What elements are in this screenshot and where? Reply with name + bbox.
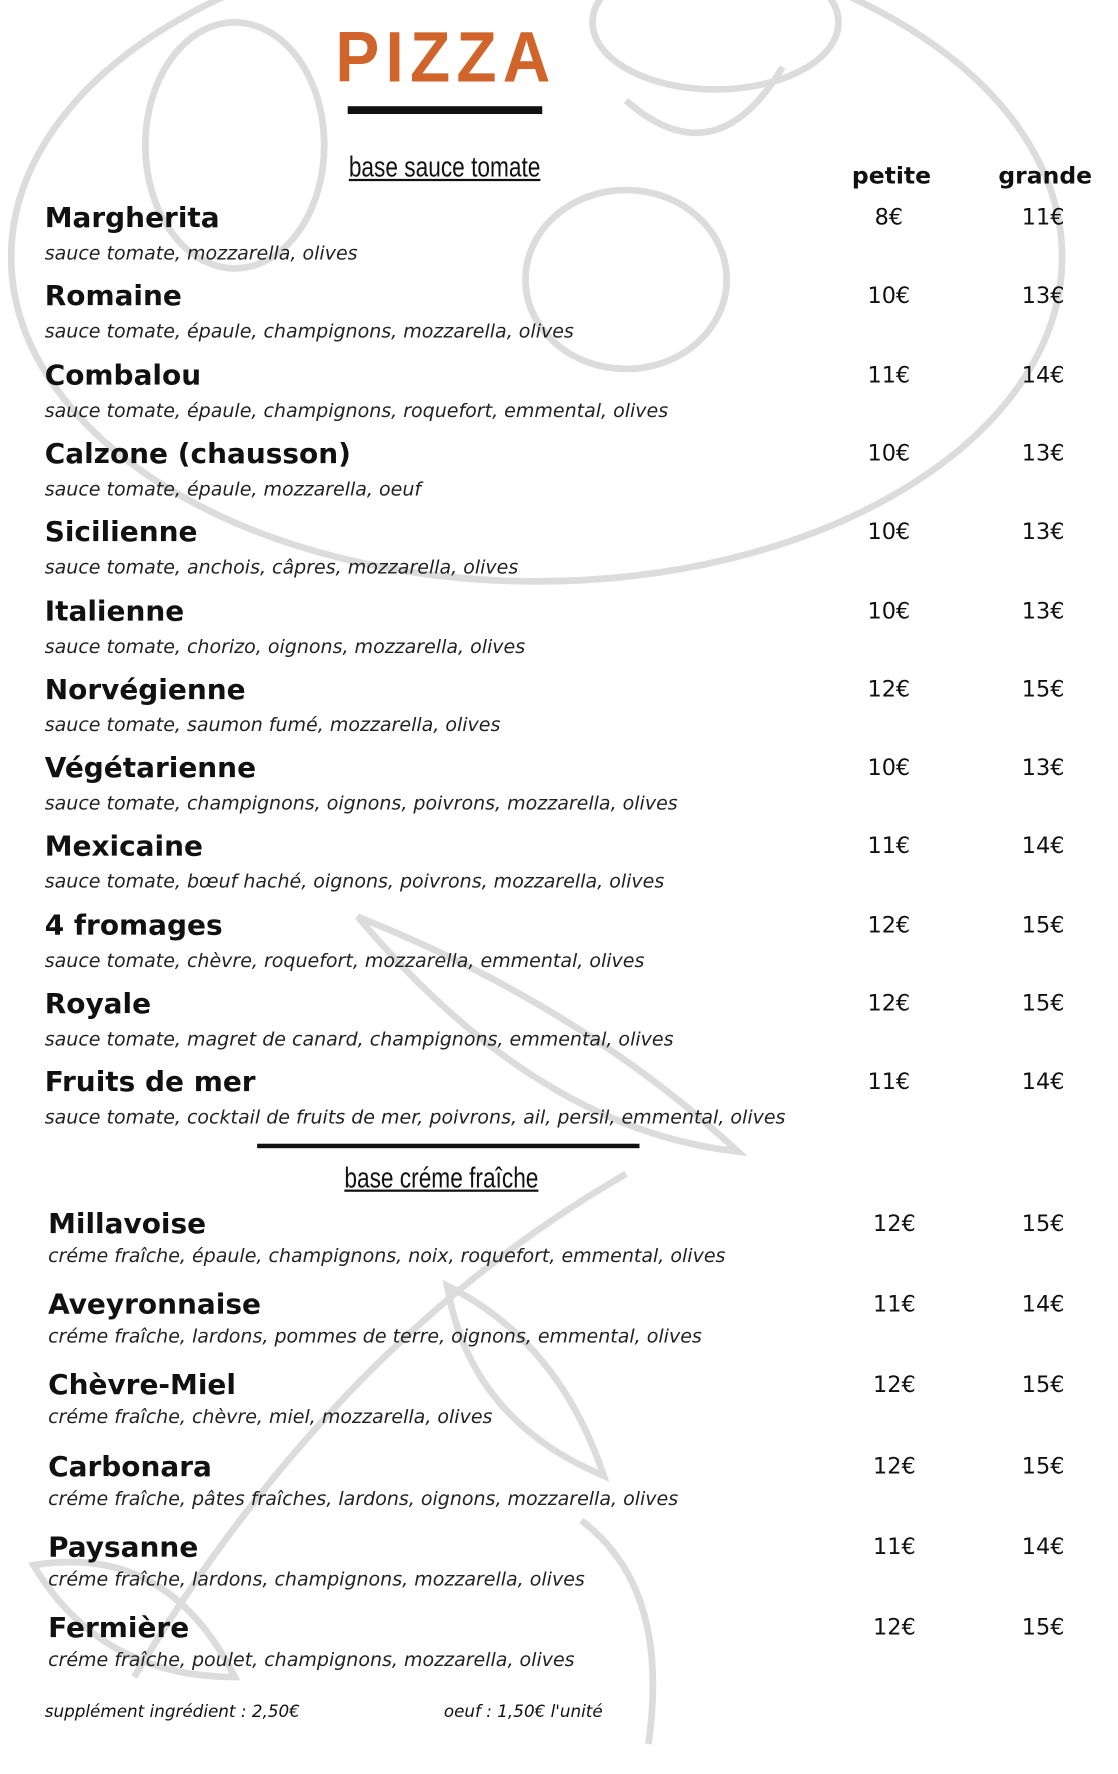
item-ingredients: sauce tomate, mozzarella, olives bbox=[44, 242, 358, 265]
item-name: Royale bbox=[44, 987, 152, 1020]
item-name: Chèvre-Miel bbox=[48, 1368, 236, 1402]
price-large: 13€ bbox=[1021, 753, 1065, 781]
price-small: 11€ bbox=[867, 360, 911, 388]
price-small: 10€ bbox=[867, 517, 911, 545]
item-ingredients: créme fraîche, épaule, champignons, noix… bbox=[48, 1245, 726, 1268]
price-large: 15€ bbox=[1021, 910, 1065, 938]
item-ingredients: sauce tomate, chèvre, roquefort, mozzare… bbox=[44, 949, 645, 973]
price-small: 11€ bbox=[867, 1068, 911, 1095]
price-small: 12€ bbox=[867, 910, 911, 938]
price-small: 12€ bbox=[867, 675, 911, 702]
price-large: 13€ bbox=[1021, 439, 1065, 467]
item-name: Margherita bbox=[44, 201, 220, 234]
item-name: Norvégienne bbox=[44, 672, 246, 706]
price-large: 14€ bbox=[1021, 1068, 1065, 1095]
price-small: 11€ bbox=[867, 832, 911, 860]
price-large: 14€ bbox=[1021, 1532, 1065, 1560]
item-ingredients: sauce tomate, bœuf haché, oignons, poivr… bbox=[44, 871, 665, 894]
column-header-small: petite bbox=[851, 162, 932, 189]
price-large: 15€ bbox=[1021, 1613, 1065, 1641]
item-ingredients: sauce tomate, saumon fumé, mozzarella, o… bbox=[44, 714, 501, 737]
price-small: 12€ bbox=[873, 1451, 916, 1479]
price-small: 12€ bbox=[873, 1209, 916, 1237]
price-large: 14€ bbox=[1021, 360, 1065, 388]
item-name: Romaine bbox=[44, 279, 182, 313]
price-large: 13€ bbox=[1021, 596, 1065, 624]
item-name: Carbonara bbox=[48, 1449, 212, 1483]
price-large: 15€ bbox=[1021, 1209, 1065, 1237]
price-large: 15€ bbox=[1021, 1371, 1065, 1398]
price-large: 11€ bbox=[1021, 203, 1065, 231]
item-ingredients: sauce tomate, épaule, champignons, roque… bbox=[44, 399, 669, 423]
price-large: 13€ bbox=[1021, 282, 1065, 309]
egg-note: oeuf : 1,50€ l'unité bbox=[443, 1701, 603, 1722]
item-ingredients: sauce tomate, cocktail de fruits de mer,… bbox=[44, 1107, 786, 1130]
menu-title: PIZZA bbox=[335, 16, 557, 98]
item-name: Paysanne bbox=[48, 1530, 199, 1563]
item-name: Millavoise bbox=[48, 1207, 207, 1240]
item-ingredients: créme fraîche, lardons, champignons, moz… bbox=[48, 1568, 585, 1591]
item-ingredients: sauce tomate, chorizo, oignons, mozzarel… bbox=[44, 635, 526, 658]
item-name: Aveyronnaise bbox=[48, 1288, 261, 1321]
price-small: 11€ bbox=[873, 1532, 916, 1560]
price-large: 15€ bbox=[1021, 675, 1065, 702]
item-name: Combalou bbox=[44, 358, 202, 391]
item-name: Calzone (chausson) bbox=[44, 437, 351, 470]
item-name: Mexicaine bbox=[44, 829, 203, 863]
section-heading-cream: base créme fraîche bbox=[344, 1160, 539, 1195]
item-name: Fruits de mer bbox=[44, 1065, 256, 1099]
item-name: Italienne bbox=[44, 594, 185, 627]
price-small: 10€ bbox=[867, 439, 911, 467]
item-name: Sicilienne bbox=[44, 515, 198, 549]
price-small: 11€ bbox=[873, 1290, 916, 1318]
price-large: 15€ bbox=[1021, 1451, 1065, 1479]
item-ingredients: créme fraîche, pâtes fraîches, lardons, … bbox=[48, 1487, 679, 1510]
price-large: 14€ bbox=[1021, 832, 1065, 860]
item-ingredients: sauce tomate, épaule, mozzarella, oeuf bbox=[44, 478, 422, 501]
price-large: 14€ bbox=[1021, 1290, 1065, 1318]
item-ingredients: sauce tomate, magret de canard, champign… bbox=[44, 1028, 674, 1051]
section-divider bbox=[257, 1143, 640, 1149]
price-small: 10€ bbox=[867, 596, 911, 624]
supplement-note: supplément ingrédient : 2,50€ bbox=[44, 1701, 300, 1722]
item-ingredients: créme fraîche, poulet, champignons, mozz… bbox=[48, 1649, 575, 1672]
item-name: Fermière bbox=[48, 1611, 190, 1644]
item-ingredients: sauce tomate, anchois, câpres, mozzarell… bbox=[44, 556, 519, 580]
title-divider bbox=[347, 106, 543, 115]
price-small: 12€ bbox=[873, 1613, 916, 1641]
price-small: 10€ bbox=[867, 753, 911, 781]
column-header-large: grande bbox=[998, 162, 1093, 189]
item-name: Végétarienne bbox=[44, 751, 257, 784]
item-ingredients: créme fraîche, chèvre, miel, mozzarella,… bbox=[48, 1406, 493, 1430]
price-small: 10€ bbox=[867, 282, 911, 309]
price-large: 13€ bbox=[1021, 517, 1065, 545]
item-name: 4 fromages bbox=[44, 908, 223, 942]
price-small: 8€ bbox=[874, 203, 904, 231]
item-ingredients: créme fraîche, lardons, pommes de terre,… bbox=[48, 1326, 702, 1349]
price-small: 12€ bbox=[873, 1371, 916, 1398]
price-large: 15€ bbox=[1021, 989, 1065, 1017]
item-ingredients: sauce tomate, épaule, champignons, mozza… bbox=[44, 321, 574, 344]
item-ingredients: sauce tomate, champignons, oignons, poiv… bbox=[44, 792, 678, 816]
price-small: 12€ bbox=[867, 989, 911, 1017]
section-heading-tomato: base sauce tomate bbox=[348, 149, 541, 184]
